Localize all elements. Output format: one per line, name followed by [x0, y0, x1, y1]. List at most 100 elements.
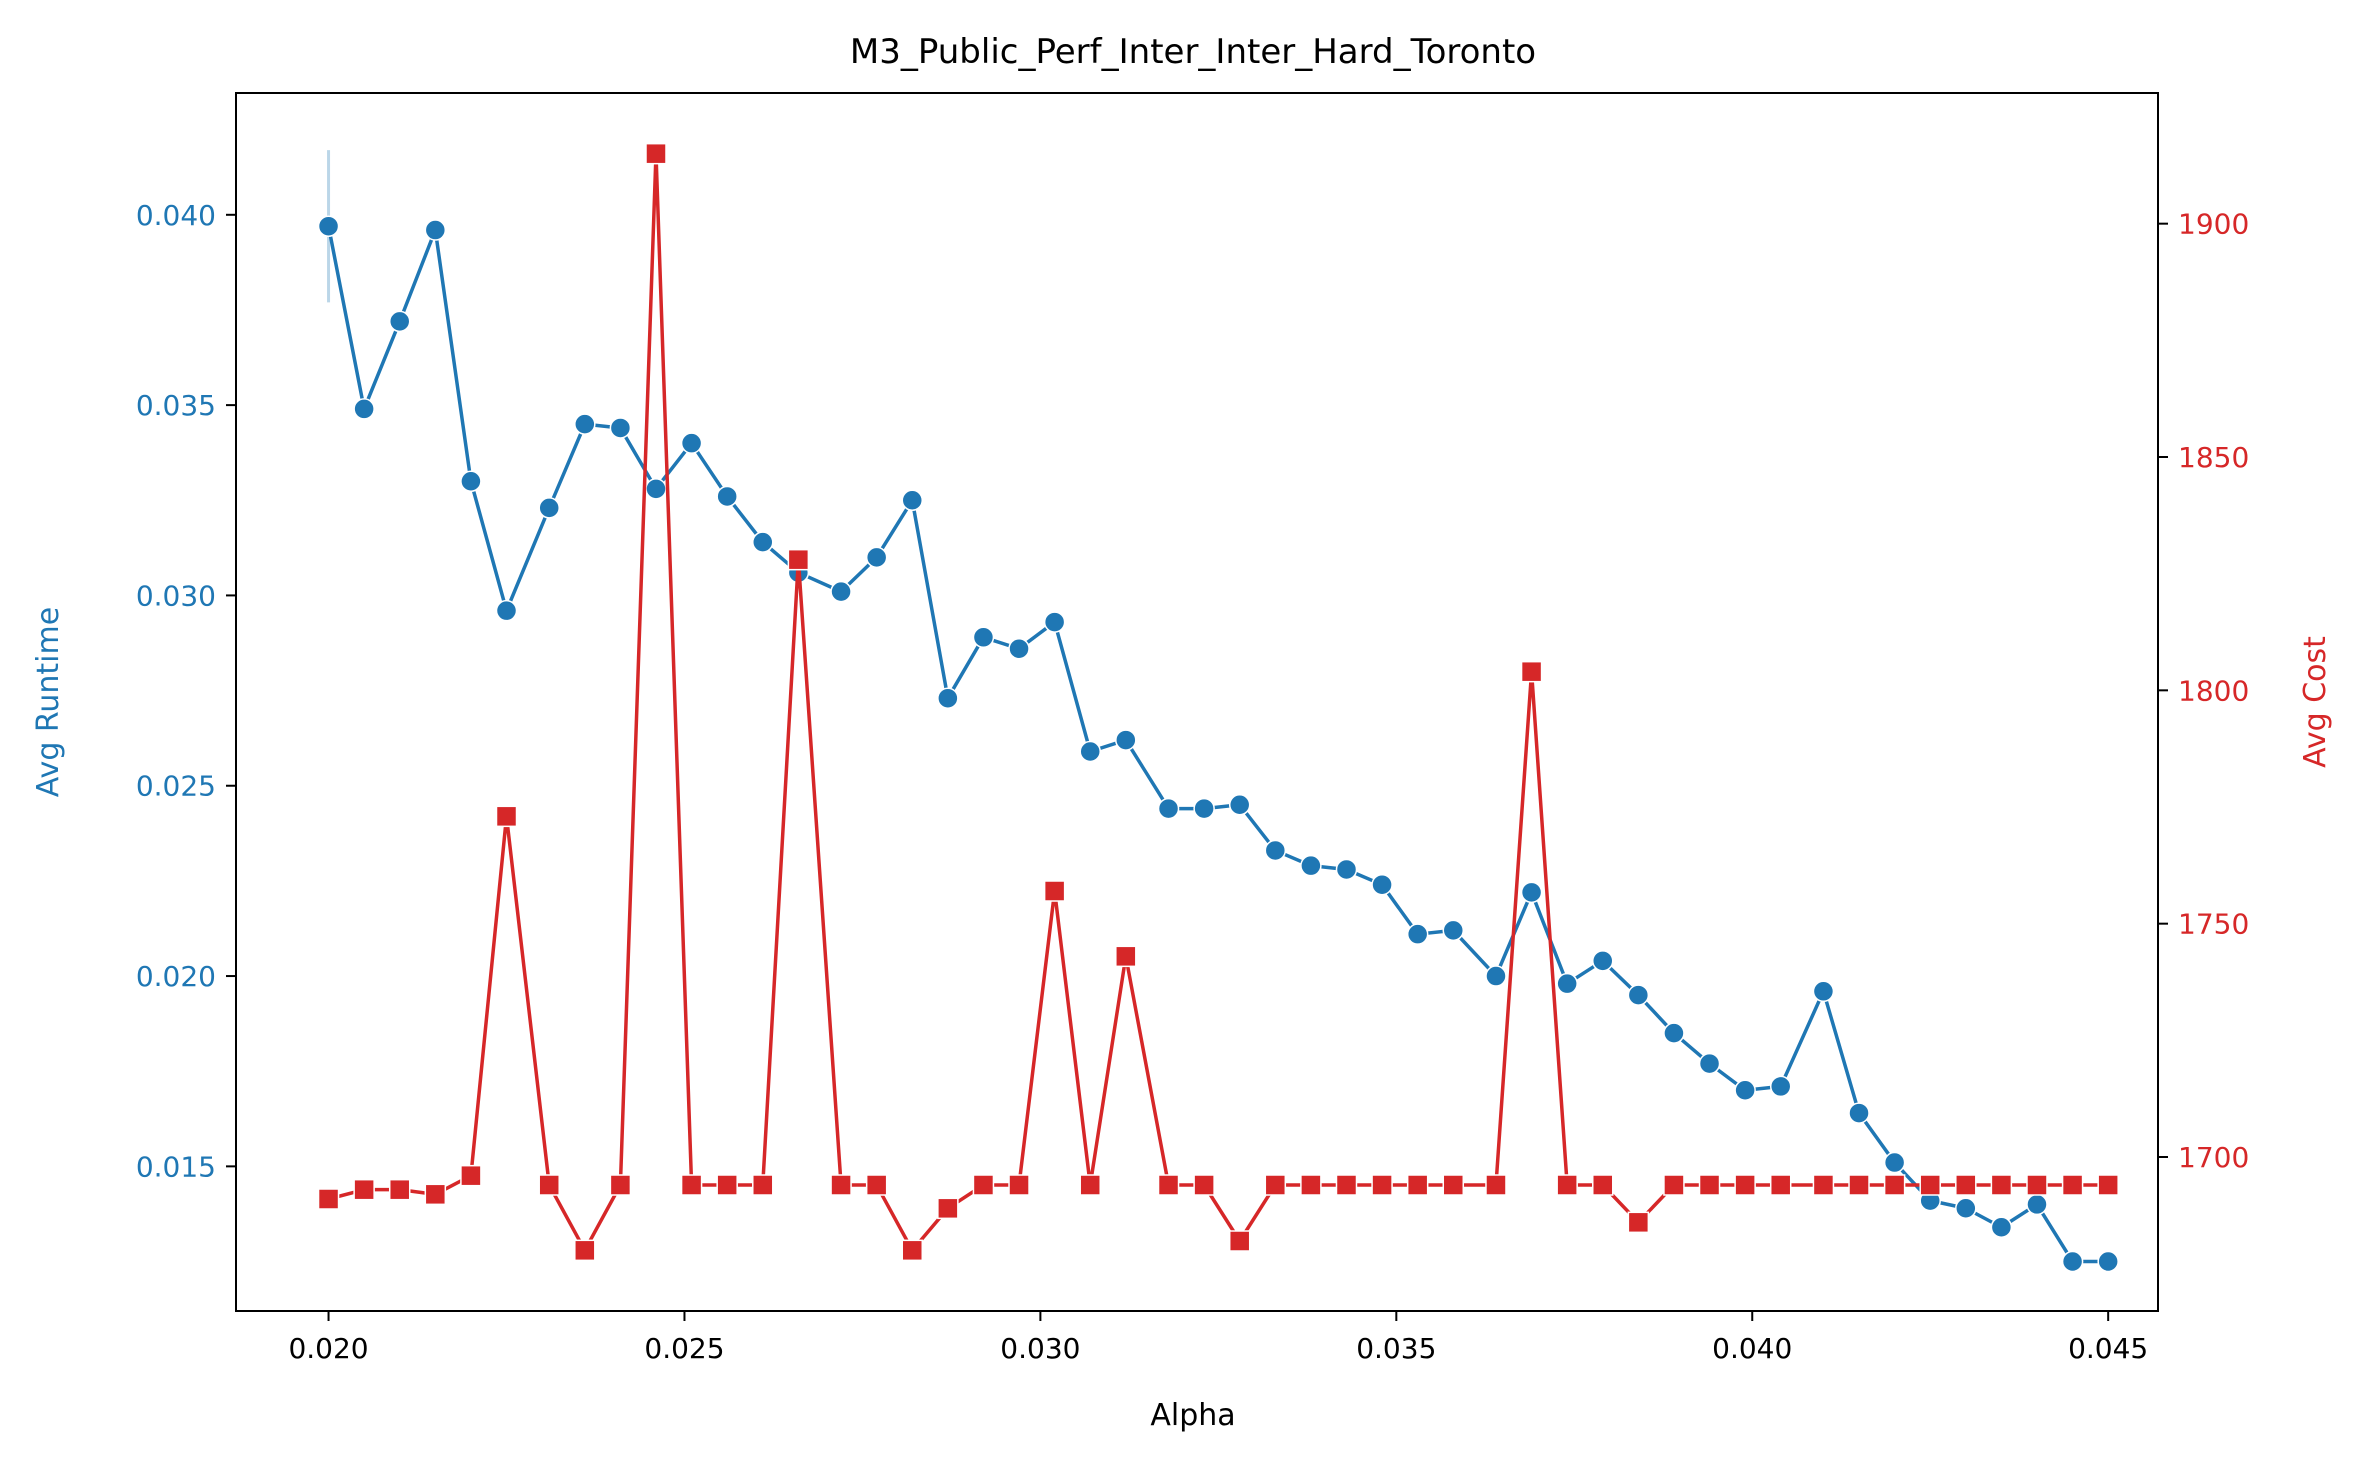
cost-series: [317, 142, 2119, 1262]
runtime-point: [2061, 1250, 2084, 1273]
runtime-point: [424, 219, 447, 241]
cost-point: [574, 1239, 596, 1262]
runtime-point: [1592, 950, 1614, 972]
cost-point: [752, 1174, 774, 1196]
axes: 0.020 0.025 0.030 0.035 0.040 0.045 0.015 0.020…: [136, 92, 2249, 1365]
cost-point: [680, 1174, 703, 1196]
runtime-point: [1769, 1075, 1792, 1098]
cost-point: [538, 1174, 560, 1196]
cost-point: [1883, 1174, 1906, 1196]
runtime-point: [901, 489, 924, 512]
runtime-line: [326, 225, 2109, 1264]
cost-point: [787, 548, 810, 571]
runtime-point: [1955, 1197, 1977, 1219]
runtime-point: [388, 310, 411, 333]
cost-point: [937, 1197, 959, 1220]
y-tick-label-right: 1750: [2178, 908, 2249, 941]
runtime-point: [1848, 1102, 1870, 1124]
cost-point: [1698, 1174, 1721, 1196]
runtime-point: [830, 580, 852, 603]
runtime-point: [495, 599, 518, 622]
y-tick-label-right: 1700: [2178, 1141, 2249, 1174]
runtime-point: [1556, 972, 1578, 995]
cost-point: [1043, 880, 1066, 902]
runtime-point: [1228, 794, 1251, 816]
runtime-point: [574, 413, 596, 435]
cost-point: [1193, 1174, 1215, 1196]
cost-point: [1556, 1174, 1578, 1196]
x-tick-label: 0.040: [1712, 1332, 1792, 1365]
y-tick-label-right: 1900: [2178, 208, 2249, 241]
runtime-point: [460, 470, 482, 492]
runtime-point: [1406, 923, 1429, 945]
runtime-point: [1008, 637, 1030, 660]
cost-point: [1812, 1174, 1835, 1196]
runtime-point: [1193, 797, 1215, 820]
runtime-point: [1335, 858, 1358, 881]
x-tick-label: 0.020: [288, 1332, 368, 1365]
cost-point: [1079, 1174, 1101, 1196]
runtime-point: [1442, 919, 1465, 942]
cost-point: [1592, 1174, 1614, 1196]
chart-title: M3_Public_Perf_Inter_Inter_Hard_Toronto: [850, 32, 1536, 72]
cost-point: [1008, 1174, 1030, 1196]
runtime-point: [752, 531, 774, 553]
cost-point: [495, 805, 518, 828]
x-tick-label: 0.045: [2068, 1332, 2148, 1365]
cost-point: [388, 1178, 411, 1201]
cost-point: [609, 1174, 632, 1196]
runtime-point: [865, 546, 888, 569]
x-tick-label: 0.030: [1000, 1332, 1080, 1365]
cost-point: [353, 1178, 375, 1201]
runtime-point: [538, 497, 560, 519]
cost-point: [901, 1239, 924, 1262]
x-axis-label: Alpha: [1150, 1398, 1235, 1433]
y-tick-label-left: 0.015: [136, 1150, 216, 1183]
runtime-point: [1157, 797, 1180, 820]
runtime-point: [1300, 854, 1322, 877]
y-axis-label-right: Avg Cost: [2298, 636, 2333, 768]
runtime-point: [680, 432, 703, 454]
runtime-point: [1663, 1022, 1685, 1044]
runtime-point: [317, 215, 340, 237]
runtime-point: [1115, 729, 1137, 751]
y-tick-label-left: 0.030: [136, 579, 216, 612]
cost-point: [972, 1174, 995, 1196]
cost-point: [317, 1188, 340, 1210]
runtime-point: [2026, 1193, 2048, 1216]
runtime-point: [937, 687, 959, 709]
runtime-point: [972, 626, 995, 649]
cost-point: [1919, 1174, 1941, 1196]
runtime-point: [1371, 873, 1393, 896]
runtime-point: [1990, 1216, 2013, 1239]
runtime-point: [1627, 984, 1650, 1006]
cost-point: [424, 1183, 447, 1206]
cost-point: [1627, 1211, 1650, 1234]
x-tick-label: 0.035: [1356, 1332, 1436, 1365]
runtime-point: [1734, 1079, 1756, 1101]
cost-point: [865, 1174, 888, 1196]
runtime-point: [1520, 881, 1543, 904]
runtime-point: [1485, 965, 1507, 987]
runtime-point: [1264, 839, 1287, 862]
cost-point: [645, 142, 667, 165]
cost-point: [1990, 1174, 2013, 1196]
runtime-point: [353, 398, 375, 420]
runtime-point: [1812, 980, 1835, 1003]
runtime-point: [2097, 1250, 2119, 1273]
cost-point: [1442, 1174, 1465, 1196]
cost-point: [460, 1164, 482, 1187]
y-tick-label-right: 1850: [2178, 441, 2249, 474]
y-axis-label-left: Avg Runtime: [31, 607, 66, 797]
cost-point: [1335, 1174, 1358, 1196]
plot-frame: [235, 92, 2159, 1312]
runtime-series: [317, 150, 2119, 1273]
cost-point: [1157, 1174, 1180, 1196]
runtime-point: [645, 478, 667, 500]
cost-point: [2097, 1174, 2119, 1196]
cost-point: [1848, 1174, 1870, 1196]
runtime-point: [716, 485, 738, 508]
cost-point: [2026, 1174, 2048, 1196]
